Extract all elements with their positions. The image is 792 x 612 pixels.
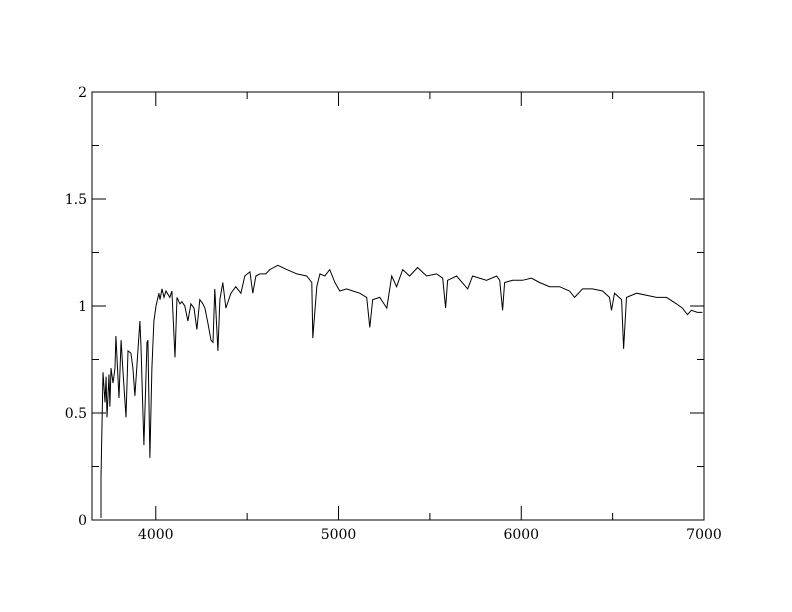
- x-tick-label: 7000: [686, 527, 722, 543]
- x-tick-label: 5000: [321, 527, 357, 543]
- axis-ticks: [92, 91, 705, 521]
- y-tick-labels: 0 0.5 1 1.5 2: [65, 85, 87, 529]
- y-tick-label: 1: [78, 299, 87, 315]
- y-tick-label: 0.5: [65, 406, 87, 422]
- x-tick-label: 6000: [503, 527, 539, 543]
- spectrum-line: [100, 264, 703, 518]
- y-tick-label: 1.5: [65, 192, 87, 208]
- x-tick-labels: 4000 5000 6000 7000: [138, 527, 722, 543]
- y-tick-label: 0: [78, 513, 87, 529]
- x-tick-label: 4000: [138, 527, 174, 543]
- y-tick-label: 2: [78, 85, 87, 101]
